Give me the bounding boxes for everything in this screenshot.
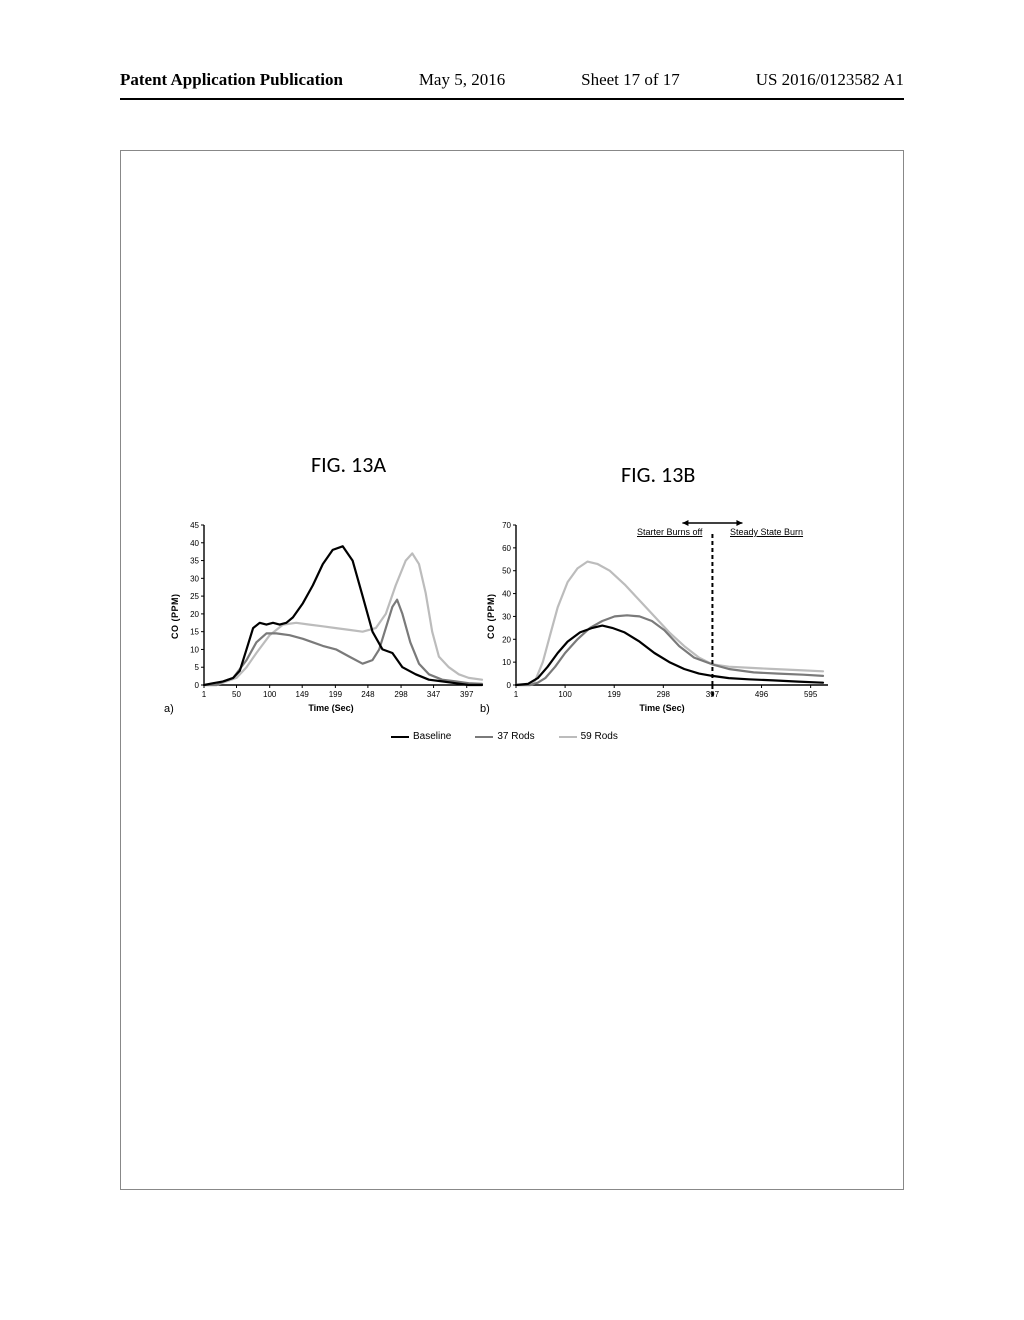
svg-text:347: 347 — [427, 690, 441, 699]
svg-text:199: 199 — [329, 690, 343, 699]
chart-b: 0102030405060701100199298397496595 — [492, 519, 832, 705]
legend-label-baseline: Baseline — [413, 731, 451, 742]
svg-text:30: 30 — [190, 574, 199, 583]
svg-text:45: 45 — [190, 521, 199, 530]
svg-text:50: 50 — [232, 690, 241, 699]
svg-text:298: 298 — [394, 690, 408, 699]
panel-label-b: b) — [480, 703, 490, 715]
publication-number: US 2016/0123582 A1 — [756, 70, 904, 90]
chart-a-xlabel: Time (Sec) — [308, 703, 353, 713]
svg-text:25: 25 — [190, 592, 199, 601]
svg-text:397: 397 — [460, 690, 474, 699]
figure-title-a: FIG. 13A — [311, 451, 386, 478]
legend: Baseline 37 Rods 59 Rods — [391, 731, 618, 742]
legend-swatch-rods37 — [475, 736, 493, 738]
annotation-starter: Starter Burns off — [637, 527, 702, 537]
svg-text:70: 70 — [502, 521, 511, 530]
figure-title-b: FIG. 13B — [621, 461, 695, 488]
annotation-steady: Steady State Burn — [730, 527, 803, 537]
chart-a-ylabel: CO (PPM) — [170, 594, 180, 640]
sheet-number: Sheet 17 of 17 — [581, 70, 680, 90]
charts-row: 0510152025303540451501001491992482983473… — [176, 519, 832, 710]
legend-rods59: 59 Rods — [559, 731, 618, 742]
svg-text:1: 1 — [514, 690, 519, 699]
svg-text:595: 595 — [804, 690, 818, 699]
page-header: Patent Application Publication May 5, 20… — [0, 70, 1024, 90]
svg-text:15: 15 — [190, 628, 199, 637]
chart-a-wrap: 0 5 10 15 20 25 30 35 40 45 1 50 100 149 199 248 298 347 3… — [176, 519, 486, 710]
svg-text:298: 298 — [657, 690, 671, 699]
svg-text:149: 149 — [296, 690, 310, 699]
svg-text:5: 5 — [195, 663, 200, 672]
svg-text:100: 100 — [263, 690, 277, 699]
svg-text:0: 0 — [507, 681, 512, 690]
svg-text:0: 0 — [195, 681, 200, 690]
svg-text:50: 50 — [502, 567, 511, 576]
header-rule — [120, 98, 904, 100]
publication-label: Patent Application Publication — [120, 70, 343, 90]
legend-swatch-baseline — [391, 736, 409, 738]
svg-text:100: 100 — [558, 690, 572, 699]
svg-text:20: 20 — [190, 610, 199, 619]
figure-container: FIG. 13A FIG. 13B 0510152025303540451501… — [120, 150, 904, 1190]
svg-text:40: 40 — [502, 590, 511, 599]
legend-baseline: Baseline — [391, 731, 451, 742]
legend-label-rods37: 37 Rods — [497, 731, 534, 742]
legend-swatch-rods59 — [559, 736, 577, 738]
svg-text:199: 199 — [608, 690, 622, 699]
svg-text:35: 35 — [190, 557, 199, 566]
chart-b-wrap: 0102030405060701100199298397496595 CO (P… — [492, 519, 832, 710]
svg-text:10: 10 — [502, 658, 511, 667]
svg-text:248: 248 — [361, 690, 375, 699]
svg-text:10: 10 — [190, 645, 199, 654]
chart-a: 0 5 10 15 20 25 30 35 40 45 1 50 100 149 199 248 298 347 3… — [176, 519, 486, 705]
chart-b-xlabel: Time (Sec) — [639, 703, 684, 713]
panel-label-a: a) — [164, 703, 174, 715]
svg-text:20: 20 — [502, 635, 511, 644]
svg-text:30: 30 — [502, 612, 511, 621]
chart-b-ylabel: CO (PPM) — [486, 594, 496, 640]
legend-rods37: 37 Rods — [475, 731, 534, 742]
svg-text:1: 1 — [202, 690, 207, 699]
svg-text:60: 60 — [502, 544, 511, 553]
svg-text:496: 496 — [755, 690, 769, 699]
publication-date: May 5, 2016 — [419, 70, 505, 90]
svg-text:40: 40 — [190, 539, 199, 548]
legend-label-rods59: 59 Rods — [581, 731, 618, 742]
